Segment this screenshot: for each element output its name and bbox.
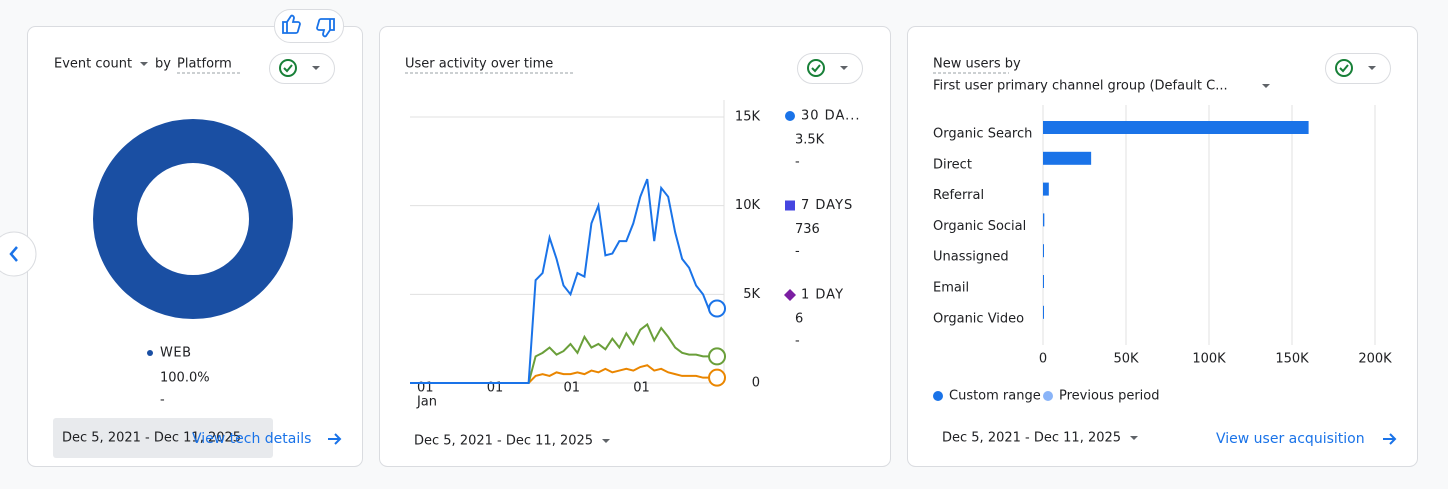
legend-icon: [784, 289, 796, 301]
legend-value: 736: [795, 222, 820, 237]
title-by: by: [155, 57, 171, 72]
prev-icon: [9, 246, 18, 262]
x-tick-label: 150K: [1275, 352, 1309, 367]
bar: [1043, 182, 1049, 196]
y-tick-label: 5K: [743, 287, 760, 302]
dropdown-icon: [140, 62, 148, 66]
legend-change: -: [795, 155, 800, 170]
dropdown-icon: [1130, 436, 1138, 440]
legend-label: 7 DAYS: [801, 198, 853, 213]
legend-label: Previous period: [1059, 389, 1159, 404]
legend-change: -: [795, 334, 800, 349]
link-arrow: [1383, 433, 1397, 445]
card: [379, 26, 891, 467]
legend-change: -: [795, 244, 800, 259]
prev-button[interactable]: [0, 231, 37, 277]
legend-dot: [147, 350, 153, 356]
chart-subtitle[interactable]: First user primary channel group (Defaul…: [933, 79, 1228, 94]
metric-title[interactable]: Event count: [54, 57, 132, 72]
y-tick-label: 10K: [735, 198, 761, 213]
card: [27, 26, 363, 467]
bar: [1043, 305, 1044, 319]
x-tick-sublabel: Jan: [416, 395, 437, 410]
date-range: Dec 5, 2021 - Dec 11, 2025: [62, 431, 241, 446]
x-tick-label: 01: [487, 381, 504, 396]
legend-value: 100.0%: [160, 371, 210, 386]
donut-slice: [93, 119, 293, 319]
thumbs-down[interactable]: [316, 18, 335, 38]
compare-pill[interactable]: [797, 53, 863, 84]
y-tick-label: Organic Social: [933, 219, 1026, 234]
date-tooltip: [53, 418, 273, 458]
bar: [1043, 275, 1044, 288]
y-tick-label: 0: [752, 376, 760, 391]
link[interactable]: View user acquisition: [1216, 431, 1365, 447]
legend-change: -: [160, 393, 165, 408]
y-tick-label: Email: [933, 281, 969, 296]
link-arrow: [328, 433, 342, 445]
dropdown-icon: [602, 439, 610, 443]
bar: [1043, 121, 1309, 134]
date-range[interactable]: Dec 5, 2021 - Dec 11, 2025: [414, 434, 593, 449]
y-tick-label: 15K: [735, 110, 761, 125]
x-tick-label: 01: [417, 381, 434, 396]
bar: [1043, 151, 1092, 165]
legend-label: Custom range: [949, 389, 1041, 404]
point-marker: [708, 368, 727, 387]
chart-title: New users by: [933, 57, 1021, 72]
series-line: [410, 178, 718, 384]
legend-icon: [785, 111, 795, 121]
point-marker: [708, 347, 727, 366]
y-tick-label: Referral: [933, 188, 984, 203]
point-marker: [708, 299, 727, 318]
y-tick-label: Unassigned: [933, 250, 1009, 265]
x-tick-label: 200K: [1358, 352, 1392, 367]
card: [907, 26, 1418, 467]
legend-label: WEB: [160, 346, 192, 361]
x-tick-label: 50K: [1113, 352, 1139, 367]
legend-label: 1 DAY: [801, 288, 844, 303]
bar: [1043, 213, 1045, 227]
x-tick-label: 100K: [1192, 352, 1226, 367]
date-range[interactable]: Dec 5, 2021 - Dec 11, 2025: [942, 431, 1121, 446]
x-tick-label: 0: [1039, 352, 1047, 367]
link[interactable]: View tech details: [192, 431, 311, 447]
legend-dot: [1043, 391, 1053, 401]
chart-title: User activity over time: [405, 57, 553, 72]
compare-pill[interactable]: [1325, 53, 1391, 84]
legend-dot: [933, 391, 943, 401]
dimension-title[interactable]: Platform: [177, 57, 232, 72]
x-tick-label: 01: [633, 381, 650, 396]
y-tick-label: Organic Video: [933, 311, 1024, 326]
legend-label: 30 DA...: [801, 109, 861, 124]
legend-icon: [785, 200, 795, 211]
dropdown-icon: [1262, 84, 1270, 88]
y-tick-label: Direct: [933, 157, 972, 172]
thumbs-up[interactable]: [282, 14, 301, 34]
bar: [1043, 244, 1044, 258]
legend-value: 6: [795, 312, 803, 327]
y-tick-label: Organic Search: [933, 127, 1032, 142]
compare-pill[interactable]: [269, 53, 335, 84]
legend-value: 3.5K: [795, 133, 825, 148]
x-tick-label: 01: [563, 381, 580, 396]
